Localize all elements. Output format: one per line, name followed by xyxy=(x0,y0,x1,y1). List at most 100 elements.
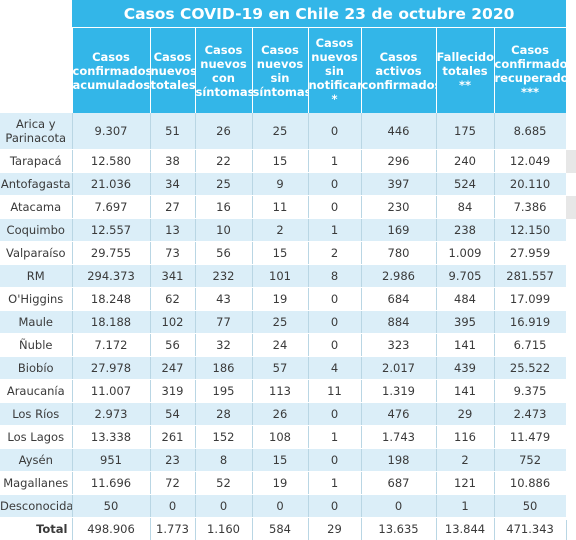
value-cell: 2 xyxy=(308,242,361,265)
total-value-cell: 29 xyxy=(308,518,361,540)
value-cell: 12.150 xyxy=(494,219,566,242)
value-cell: 8.685 xyxy=(494,113,566,150)
value-cell: 0 xyxy=(361,495,436,518)
value-cell: 51 xyxy=(150,113,195,150)
value-cell: 1.319 xyxy=(361,380,436,403)
region-name: Biobío xyxy=(0,357,72,380)
value-cell: 323 xyxy=(361,334,436,357)
column-header: Casos activos confirmados xyxy=(361,28,436,114)
value-cell: 0 xyxy=(308,311,361,334)
value-cell: 77 xyxy=(195,311,252,334)
column-header: Casos nuevos totales xyxy=(150,28,195,114)
value-cell: 152 xyxy=(195,426,252,449)
value-cell: 38 xyxy=(150,150,195,173)
value-cell: 294.373 xyxy=(72,265,150,288)
value-cell: 27 xyxy=(150,196,195,219)
value-cell: 22 xyxy=(195,150,252,173)
value-cell: 11.696 xyxy=(72,472,150,495)
value-cell: 2 xyxy=(436,449,494,472)
total-value-cell: 13.844 xyxy=(436,518,494,540)
value-cell: 397 xyxy=(361,173,436,196)
value-cell: 43 xyxy=(195,288,252,311)
region-name: Arica y Parinacota xyxy=(0,113,72,150)
column-header: Casos confirmados acumulados xyxy=(72,28,150,114)
value-cell: 26 xyxy=(195,113,252,150)
value-cell: 19 xyxy=(252,288,308,311)
value-cell: 17.099 xyxy=(494,288,566,311)
value-cell: 2.973 xyxy=(72,403,150,426)
value-cell: 16 xyxy=(195,196,252,219)
value-cell: 0 xyxy=(308,288,361,311)
value-cell: 9.375 xyxy=(494,380,566,403)
region-name: Desconocida xyxy=(0,495,72,518)
region-name: Aysén xyxy=(0,449,72,472)
value-cell: 780 xyxy=(361,242,436,265)
total-value-cell: 1.773 xyxy=(150,518,195,540)
value-cell: 1.009 xyxy=(436,242,494,265)
value-cell: 13.338 xyxy=(72,426,150,449)
value-cell: 27.978 xyxy=(72,357,150,380)
value-cell: 23 xyxy=(150,449,195,472)
title-corner xyxy=(0,0,72,28)
value-cell: 884 xyxy=(361,311,436,334)
region-name: Los Ríos xyxy=(0,403,72,426)
value-cell: 7.386 xyxy=(494,196,566,219)
value-cell: 0 xyxy=(308,403,361,426)
value-cell: 34 xyxy=(150,173,195,196)
region-name: Los Lagos xyxy=(0,426,72,449)
value-cell: 25 xyxy=(195,173,252,196)
value-cell: 54 xyxy=(150,403,195,426)
total-value-cell: 1.160 xyxy=(195,518,252,540)
value-cell: 21.036 xyxy=(72,173,150,196)
header-corner xyxy=(0,28,72,114)
region-name: Ñuble xyxy=(0,334,72,357)
value-cell: 29 xyxy=(436,403,494,426)
value-cell: 0 xyxy=(150,495,195,518)
value-cell: 238 xyxy=(436,219,494,242)
value-cell: 13 xyxy=(150,219,195,242)
total-label: Total xyxy=(0,518,72,540)
value-cell: 141 xyxy=(436,380,494,403)
value-cell: 15 xyxy=(252,242,308,265)
value-cell: 101 xyxy=(252,265,308,288)
value-cell: 10 xyxy=(195,219,252,242)
region-name: Antofagasta xyxy=(0,173,72,196)
value-cell: 1.743 xyxy=(361,426,436,449)
value-cell: 113 xyxy=(252,380,308,403)
value-cell: 50 xyxy=(72,495,150,518)
value-cell: 29.755 xyxy=(72,242,150,265)
value-cell: 1 xyxy=(308,472,361,495)
value-cell: 195 xyxy=(195,380,252,403)
value-cell: 15 xyxy=(252,150,308,173)
right-edge xyxy=(566,0,576,520)
column-header: Fallecidos totales ** xyxy=(436,28,494,114)
value-cell: 18.188 xyxy=(72,311,150,334)
value-cell: 108 xyxy=(252,426,308,449)
value-cell: 752 xyxy=(494,449,566,472)
value-cell: 102 xyxy=(150,311,195,334)
value-cell: 11 xyxy=(308,380,361,403)
value-cell: 684 xyxy=(361,288,436,311)
value-cell: 4 xyxy=(308,357,361,380)
value-cell: 261 xyxy=(150,426,195,449)
value-cell: 0 xyxy=(308,113,361,150)
value-cell: 169 xyxy=(361,219,436,242)
value-cell: 7.697 xyxy=(72,196,150,219)
value-cell: 1 xyxy=(308,150,361,173)
value-cell: 141 xyxy=(436,334,494,357)
value-cell: 175 xyxy=(436,113,494,150)
value-cell: 19 xyxy=(252,472,308,495)
value-cell: 26 xyxy=(252,403,308,426)
value-cell: 73 xyxy=(150,242,195,265)
column-header: Casos nuevos sin notificar * xyxy=(308,28,361,114)
value-cell: 32 xyxy=(195,334,252,357)
value-cell: 951 xyxy=(72,449,150,472)
region-name: Valparaíso xyxy=(0,242,72,265)
